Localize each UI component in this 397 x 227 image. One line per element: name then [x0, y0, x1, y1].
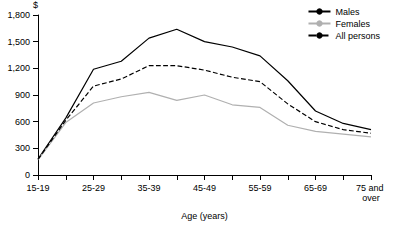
svg-text:All persons: All persons	[335, 31, 380, 41]
svg-text:65-69: 65-69	[304, 183, 327, 193]
svg-text:Age (years): Age (years)	[181, 211, 228, 221]
svg-text:over: over	[362, 193, 380, 203]
svg-text:35-39: 35-39	[137, 183, 160, 193]
svg-text:Males: Males	[335, 7, 360, 17]
svg-text:600: 600	[15, 117, 30, 127]
svg-text:1,500: 1,500	[7, 37, 30, 47]
svg-text:Females: Females	[335, 19, 370, 29]
svg-text:900: 900	[15, 90, 30, 100]
svg-text:1,800: 1,800	[7, 10, 30, 20]
svg-text:55-59: 55-59	[248, 183, 271, 193]
svg-text:300: 300	[15, 143, 30, 153]
svg-text:25-29: 25-29	[82, 183, 105, 193]
svg-text:15-19: 15-19	[26, 183, 49, 193]
svg-text:1,200: 1,200	[7, 63, 30, 73]
svg-text:75 and: 75 and	[356, 183, 386, 193]
svg-text:0: 0	[25, 170, 30, 180]
svg-text:$: $	[33, 0, 38, 10]
svg-text:45-49: 45-49	[193, 183, 216, 193]
